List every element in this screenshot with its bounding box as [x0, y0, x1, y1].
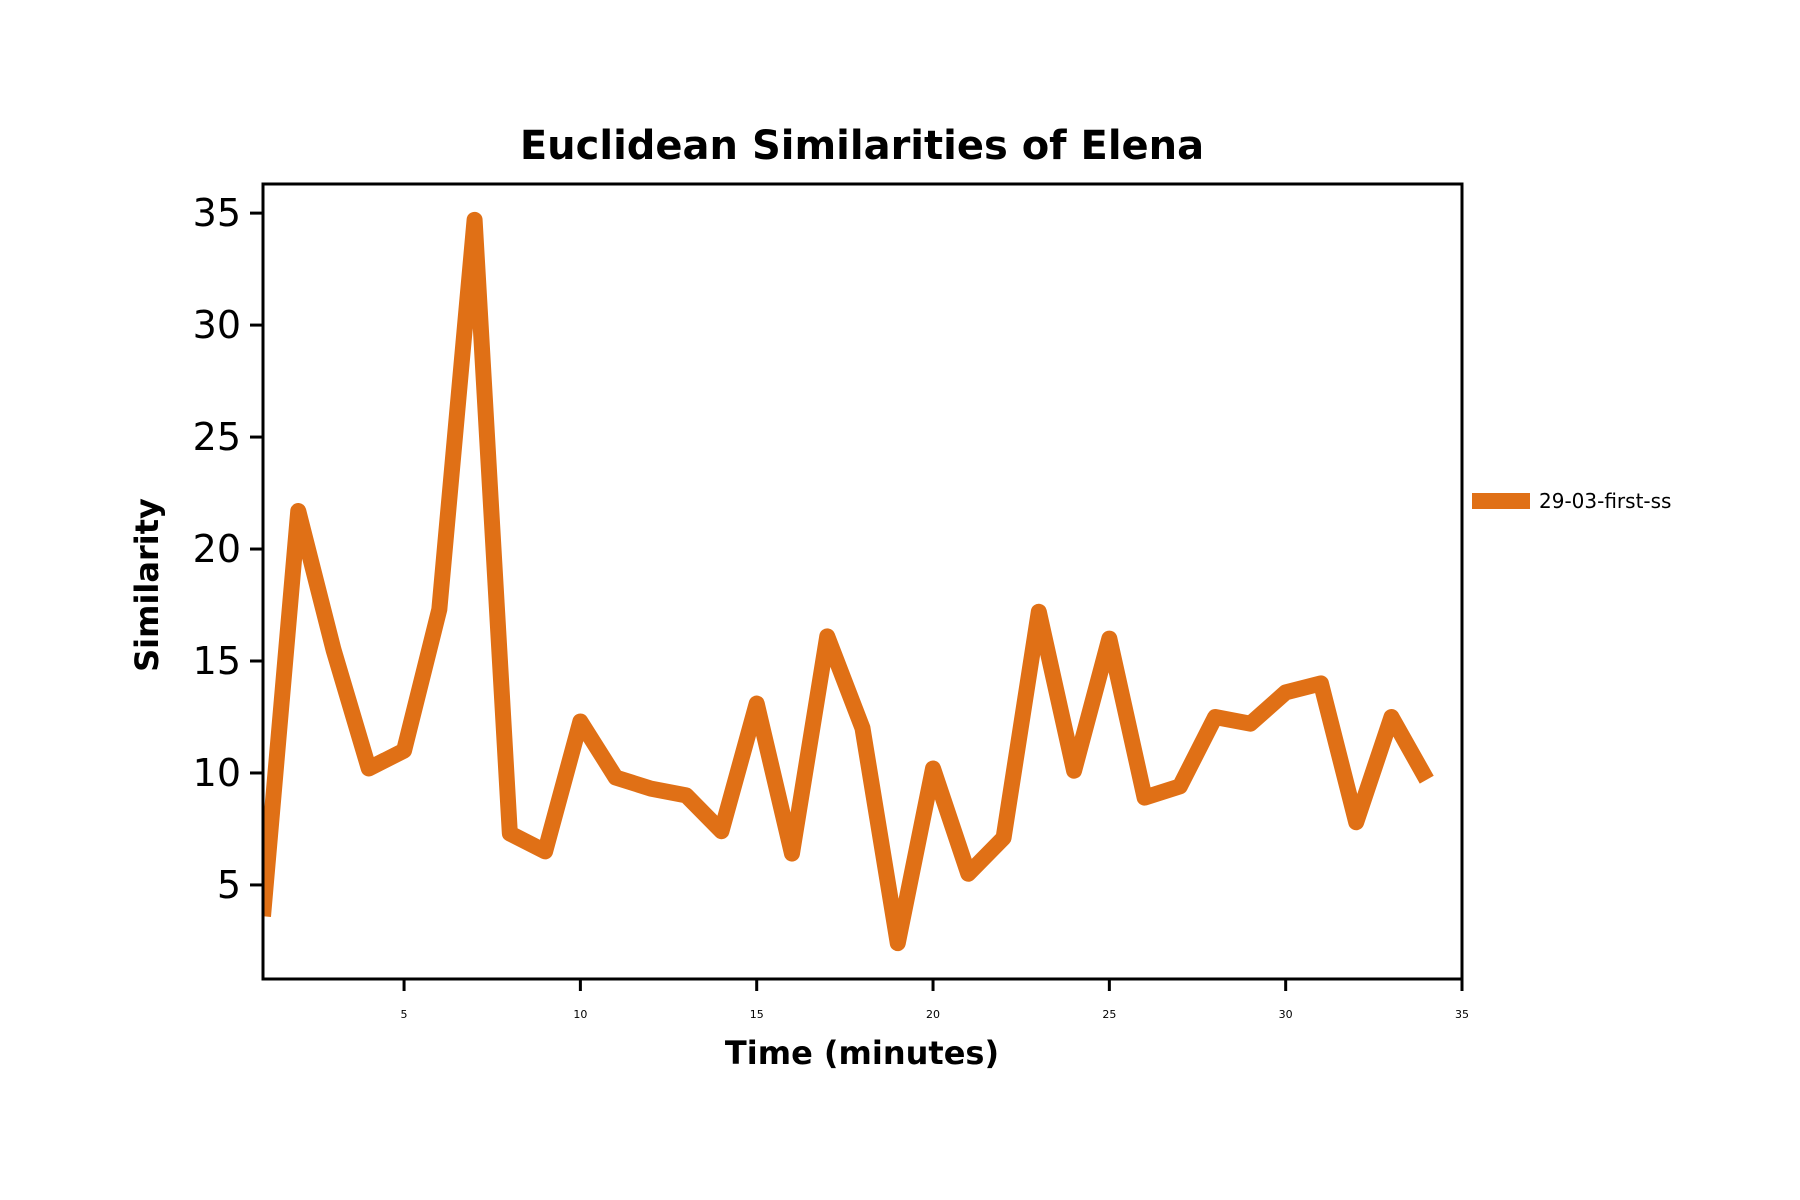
y-tick-label: 20 [193, 527, 241, 571]
legend: 29-03-first-ss [1472, 489, 1671, 513]
x-tick-label: 10 [573, 1008, 587, 1021]
series-lines [263, 211, 1434, 952]
x-tick-label: 5 [401, 1008, 408, 1021]
series-line-0 [263, 211, 1434, 952]
x-tick-label: 25 [1102, 1008, 1116, 1021]
y-tick-label: 25 [193, 415, 241, 459]
x-axis: 5 10 15 20 25 30 35 [401, 979, 1469, 1021]
chart-title: Euclidean Similarities of Elena [520, 123, 1204, 169]
legend-label: 29-03-first-ss [1539, 489, 1671, 513]
y-tick-label: 10 [193, 751, 241, 795]
x-axis-label: Time (minutes) [725, 1034, 999, 1072]
y-tick-label: 5 [217, 863, 241, 907]
x-tick-label: 15 [750, 1008, 764, 1021]
x-tick-label: 35 [1455, 1008, 1469, 1021]
y-tick-label: 15 [193, 639, 241, 683]
y-axis-label: Similarity [128, 498, 166, 672]
plot-area-frame [261, 182, 1464, 981]
x-tick-label: 30 [1279, 1008, 1293, 1021]
y-tick-label: 35 [193, 191, 241, 235]
x-tick-label: 20 [926, 1008, 940, 1021]
y-axis: 5 10 15 20 25 30 35 [193, 191, 263, 907]
y-tick-label: 30 [193, 303, 241, 347]
